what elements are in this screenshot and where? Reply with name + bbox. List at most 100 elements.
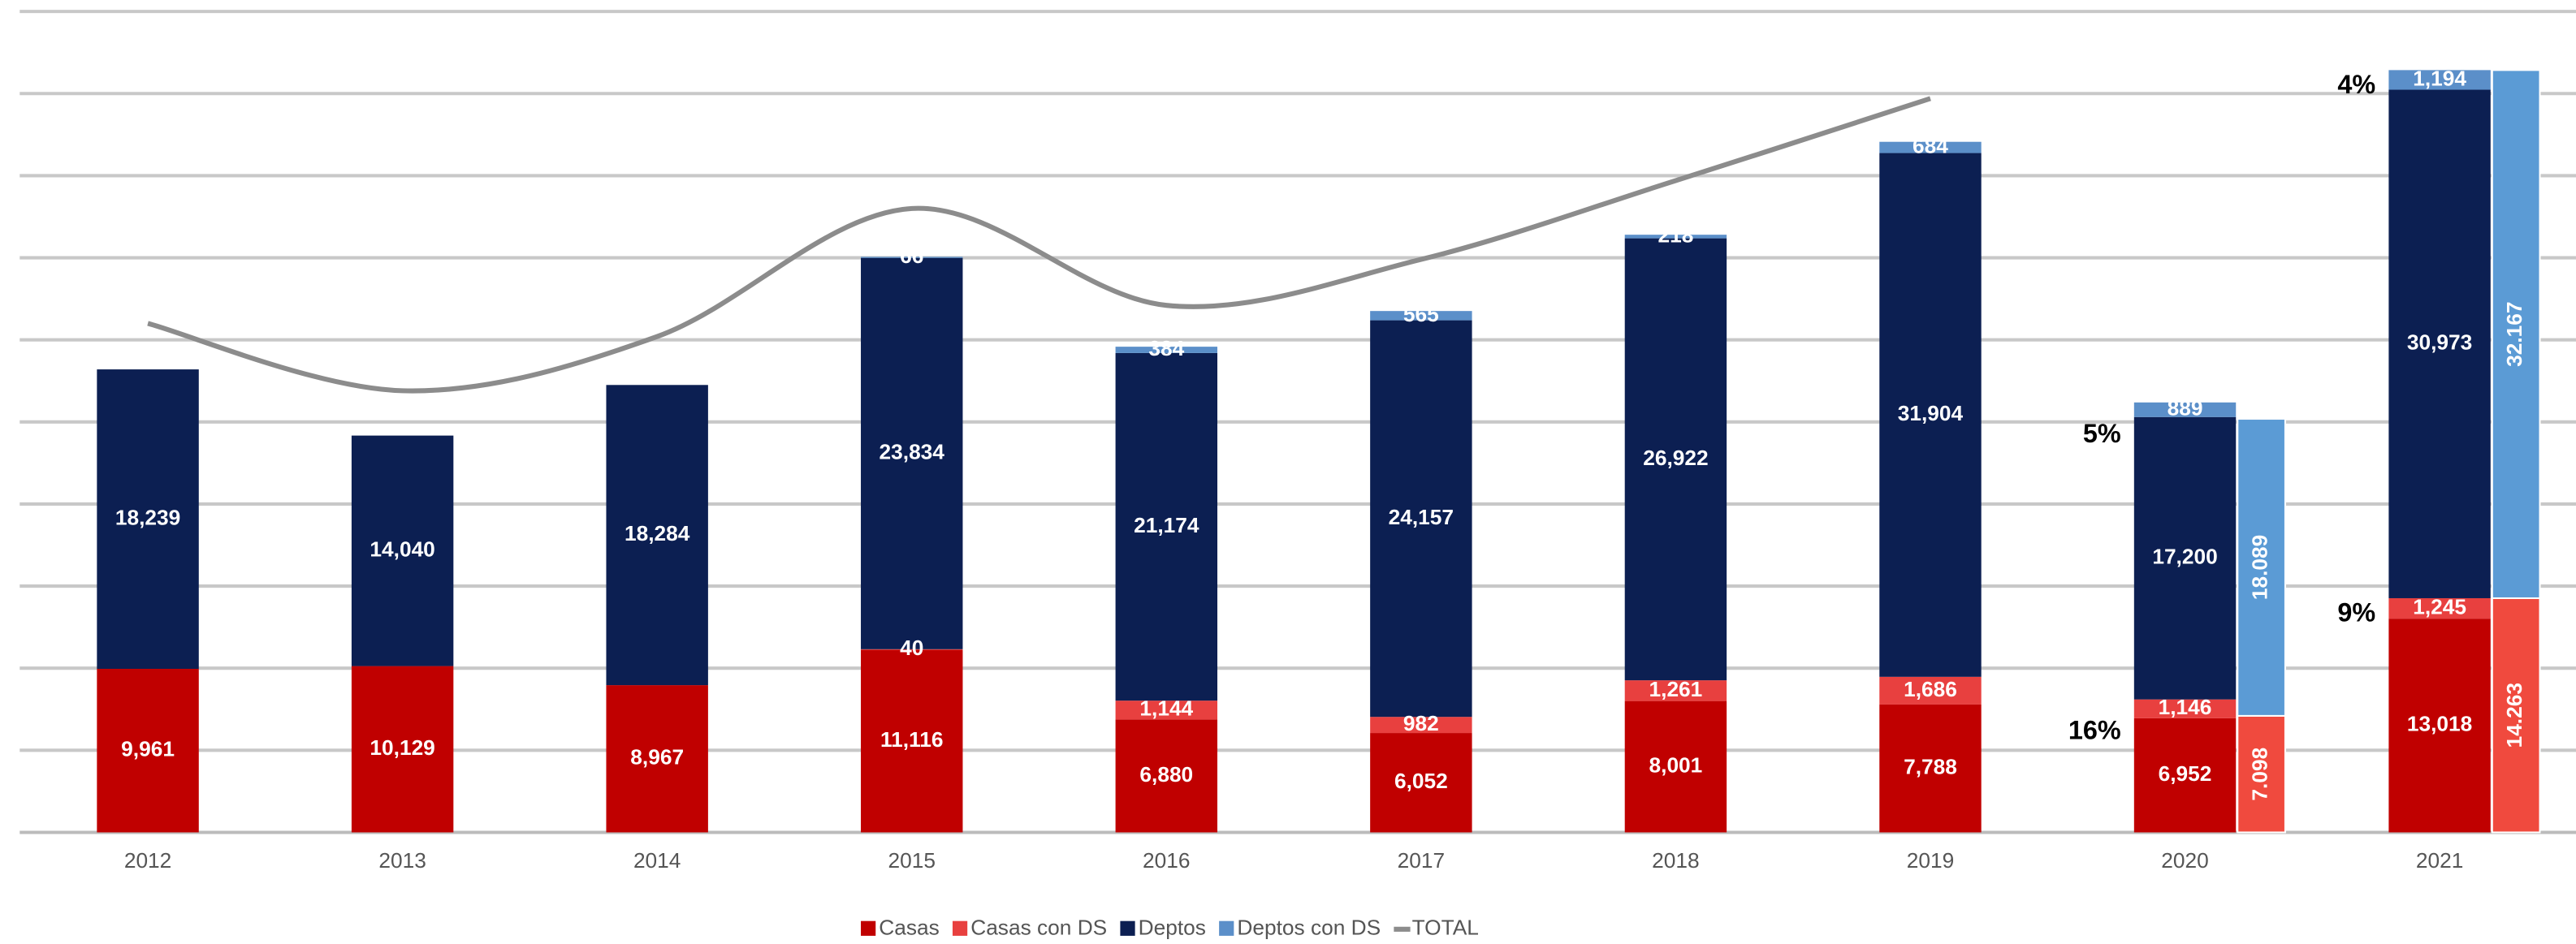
side-bar (2491, 69, 2541, 599)
data-label: 6,952 (2159, 761, 2212, 786)
data-label: 21,174 (1134, 513, 1199, 537)
bar-segment (1115, 719, 1218, 833)
x-tick-label: 2014 (633, 848, 681, 873)
bar-segment (1879, 676, 1982, 705)
bar-segment (2388, 70, 2491, 90)
data-label: 8,001 (1649, 752, 1703, 777)
data-label: 11,116 (880, 727, 943, 752)
legend-label: Deptos (1139, 916, 1206, 940)
x-tick-label: 2020 (2161, 848, 2208, 873)
bar-segment (1115, 347, 1218, 353)
data-label: 10,129 (370, 735, 434, 760)
legend-label: Deptos con DS (1237, 916, 1381, 940)
side-bar-label: 18.089 (2248, 535, 2272, 600)
data-label: 982 (1403, 711, 1439, 735)
data-label: 14,040 (370, 537, 434, 562)
bar-segment (1370, 717, 1472, 734)
bar-segment (606, 385, 708, 686)
x-tick-label: 2017 (1398, 848, 1445, 873)
data-label: 23,834 (880, 440, 945, 464)
bar-segment (861, 649, 963, 833)
side-bar (2491, 597, 2541, 834)
x-tick-label: 2016 (1143, 848, 1190, 873)
x-tick-label: 2018 (1652, 848, 1699, 873)
total-line (147, 96, 1931, 394)
bar-segment (97, 369, 199, 669)
x-tick-label: 2021 (2416, 848, 2463, 873)
data-label: 1,194 (2413, 66, 2466, 90)
data-label: 1,245 (2413, 595, 2466, 619)
bar-segment (1370, 733, 1472, 833)
data-label: 66 (900, 244, 923, 268)
data-label: 889 (2168, 396, 2203, 420)
bar-segment (1624, 680, 1727, 701)
x-tick-label: 2015 (888, 848, 936, 873)
data-label: 684 (1913, 134, 1948, 158)
bar-segment (2133, 699, 2237, 718)
data-label: 30,973 (2407, 330, 2472, 355)
legend-label: TOTAL (1412, 916, 1479, 940)
data-label: 8,967 (630, 745, 684, 769)
bar-segment (2388, 619, 2491, 833)
side-bar-label: 14.263 (2502, 683, 2526, 748)
data-label: 18,239 (115, 505, 180, 529)
legend-swatch (1120, 920, 1135, 936)
data-label: 18,284 (625, 521, 690, 545)
bar-segment (351, 435, 454, 666)
data-label: 40 (900, 636, 923, 660)
bar-segment (606, 685, 708, 833)
data-label: 384 (1148, 336, 1184, 360)
share-label: 4% (2337, 70, 2375, 99)
data-label: 26,922 (1643, 446, 1708, 470)
share-label: 16% (2068, 716, 2121, 745)
bar-segment (861, 649, 963, 650)
side-bar (2237, 418, 2286, 717)
bar-segment (97, 668, 199, 833)
x-tick-label: 2019 (1907, 848, 1954, 873)
legend-swatch (952, 920, 968, 936)
bar-segment (1879, 141, 1982, 153)
data-label: 17,200 (2152, 545, 2217, 569)
bar-segment (1879, 704, 1982, 833)
bar-segment (2133, 718, 2237, 833)
x-tick-label: 2012 (124, 848, 171, 873)
data-label: 218 (1658, 222, 1693, 247)
data-label: 9,961 (121, 737, 175, 761)
bar-segment (2388, 89, 2491, 598)
bar-segment (1115, 352, 1218, 701)
data-label: 13,018 (2407, 712, 2472, 736)
data-label: 7,788 (1904, 755, 1957, 779)
data-label: 1,261 (1649, 677, 1703, 701)
bar-segment (351, 666, 454, 833)
bar-segment (2133, 416, 2237, 700)
side-bar-label: 32.167 (2502, 301, 2526, 366)
bar-segment (2133, 402, 2237, 417)
data-label: 1,146 (2159, 695, 2212, 719)
data-label: 1,686 (1904, 677, 1957, 701)
side-bar (2237, 714, 2286, 834)
data-label: 565 (1403, 302, 1439, 326)
bar-segment (861, 257, 963, 649)
bar-segment (1624, 235, 1727, 239)
bar-segment (1115, 700, 1218, 720)
legend-swatch (1219, 920, 1234, 936)
side-bar-label: 7.098 (2248, 748, 2272, 801)
bar-segment (1370, 311, 1472, 321)
data-label: 1,144 (1139, 696, 1193, 721)
data-label: 6,880 (1139, 762, 1193, 787)
bar-segment (2388, 597, 2491, 619)
data-label: 24,157 (1389, 505, 1454, 529)
legend-label: Casas con DS (970, 916, 1107, 940)
bar-segment (1370, 320, 1472, 718)
x-tick-label: 2013 (378, 848, 426, 873)
bar-segment (861, 256, 963, 258)
legend-label: Casas (879, 916, 940, 940)
bar-segment (1624, 238, 1727, 681)
bar-segment (1624, 700, 1727, 833)
legend-swatch (861, 920, 876, 936)
bar-segment (1879, 153, 1982, 677)
share-label: 5% (2083, 419, 2121, 448)
data-label: 31,904 (1898, 401, 1964, 425)
